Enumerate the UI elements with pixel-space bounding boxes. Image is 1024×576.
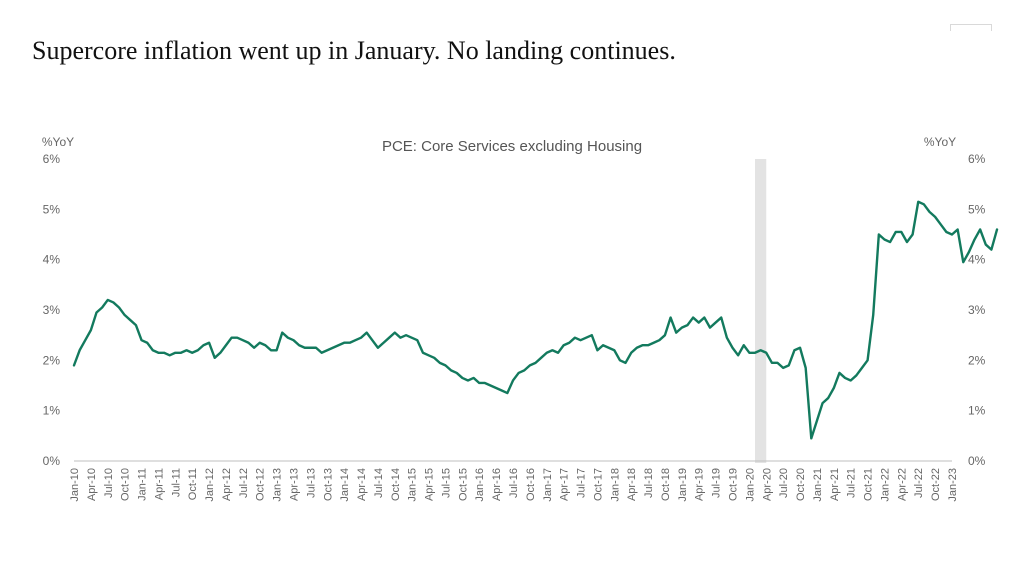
x-tick-label: Oct-16 (525, 468, 537, 501)
x-tick-label: Apr-16 (491, 468, 503, 501)
x-tick-label: Apr-21 (829, 468, 841, 501)
y-axis-label-left: %YoY (42, 135, 74, 149)
x-tick-label: Jan-20 (744, 468, 756, 502)
x-tick-label: Apr-10 (86, 468, 98, 501)
x-tick-label: Apr-14 (356, 468, 368, 501)
y-tick-label-right: 6% (968, 152, 986, 166)
x-tick-label: Jul-19 (711, 468, 723, 498)
x-tick-label: Jan-17 (542, 468, 554, 502)
x-tick-label: Oct-20 (795, 468, 807, 501)
x-tick-label: Jul-13 (305, 468, 317, 498)
slide-title: Supercore inflation went up in January. … (32, 36, 676, 65)
y-tick-label-right: 0% (968, 454, 986, 468)
y-tick-label-left: 0% (43, 454, 61, 468)
x-tick-label: Oct-10 (120, 468, 132, 501)
x-tick-label: Jul-10 (103, 468, 115, 498)
y-tick-label-right: 5% (968, 202, 986, 216)
x-tick-label: Jan-19 (677, 468, 689, 502)
x-tick-label: Oct-22 (930, 468, 942, 501)
x-tick-label: Jul-12 (238, 468, 250, 498)
x-tick-label: Jan-10 (69, 468, 81, 502)
x-tick-label: Jan-18 (609, 468, 621, 502)
x-tick-label: Oct-14 (390, 468, 402, 501)
x-tick-label: Jan-16 (474, 468, 486, 502)
x-tick-label: Jul-20 (778, 468, 790, 498)
x-tick-label: Jul-16 (508, 468, 520, 498)
x-tick-label: Oct-11 (187, 468, 199, 500)
x-tick-label: Jan-14 (339, 468, 351, 502)
y-tick-label-left: 6% (43, 152, 61, 166)
y-tick-label-right: 4% (968, 253, 986, 267)
x-tick-label: Jan-23 (947, 468, 959, 502)
x-tick-label: Apr-11 (153, 468, 165, 500)
y-tick-label-left: 4% (43, 253, 61, 267)
corner-decoration (950, 24, 992, 31)
x-tick-label: Jul-21 (846, 468, 858, 498)
x-tick-label: Apr-20 (761, 468, 773, 501)
x-tick-label: Apr-22 (896, 468, 908, 501)
x-tick-label: Jan-15 (407, 468, 419, 502)
x-tick-label: Apr-15 (424, 468, 436, 501)
y-tick-label-left: 5% (43, 202, 61, 216)
series-line (72, 200, 999, 440)
x-tick-label: Jan-21 (812, 468, 824, 502)
y-tick-label-left: 3% (43, 303, 61, 317)
x-tick-label: Jul-18 (643, 468, 655, 498)
x-tick-label: Jul-22 (913, 468, 925, 498)
x-tick-label: Jul-14 (373, 468, 385, 498)
x-tick-label: Oct-15 (457, 468, 469, 501)
recession-shading (755, 159, 767, 463)
x-tick-label: Jul-17 (576, 468, 588, 498)
x-tick-label: Apr-18 (626, 468, 638, 501)
y-axis-label-right: %YoY (924, 135, 956, 149)
x-tick-label: Oct-19 (728, 468, 740, 501)
x-tick-label: Apr-13 (289, 468, 301, 501)
y-tick-label-left: 2% (43, 353, 61, 367)
y-tick-label-right: 1% (968, 404, 986, 418)
chart-title: PCE: Core Services excluding Housing (382, 138, 642, 155)
x-tick-label: Jan-22 (879, 468, 891, 502)
x-tick-label: Jul-15 (440, 468, 452, 498)
x-tick-label: Jan-11 (137, 468, 149, 501)
x-tick-label: Oct-13 (322, 468, 334, 501)
x-tick-label: Oct-21 (863, 468, 875, 501)
y-tick-label-right: 3% (968, 303, 986, 317)
x-tick-label: Oct-12 (255, 468, 267, 501)
x-tick-label: Oct-17 (592, 468, 604, 501)
x-tick-label: Apr-12 (221, 468, 233, 501)
x-tick-label: Apr-19 (694, 468, 706, 501)
x-tick-label: Jan-13 (272, 468, 284, 502)
y-tick-label-right: 2% (968, 353, 986, 367)
x-tick-label: Oct-18 (660, 468, 672, 501)
y-tick-label-left: 1% (43, 404, 61, 418)
x-tick-label: Jul-11 (170, 468, 182, 497)
x-tick-label: Jan-12 (204, 468, 216, 502)
x-tick-label: Apr-17 (559, 468, 571, 501)
